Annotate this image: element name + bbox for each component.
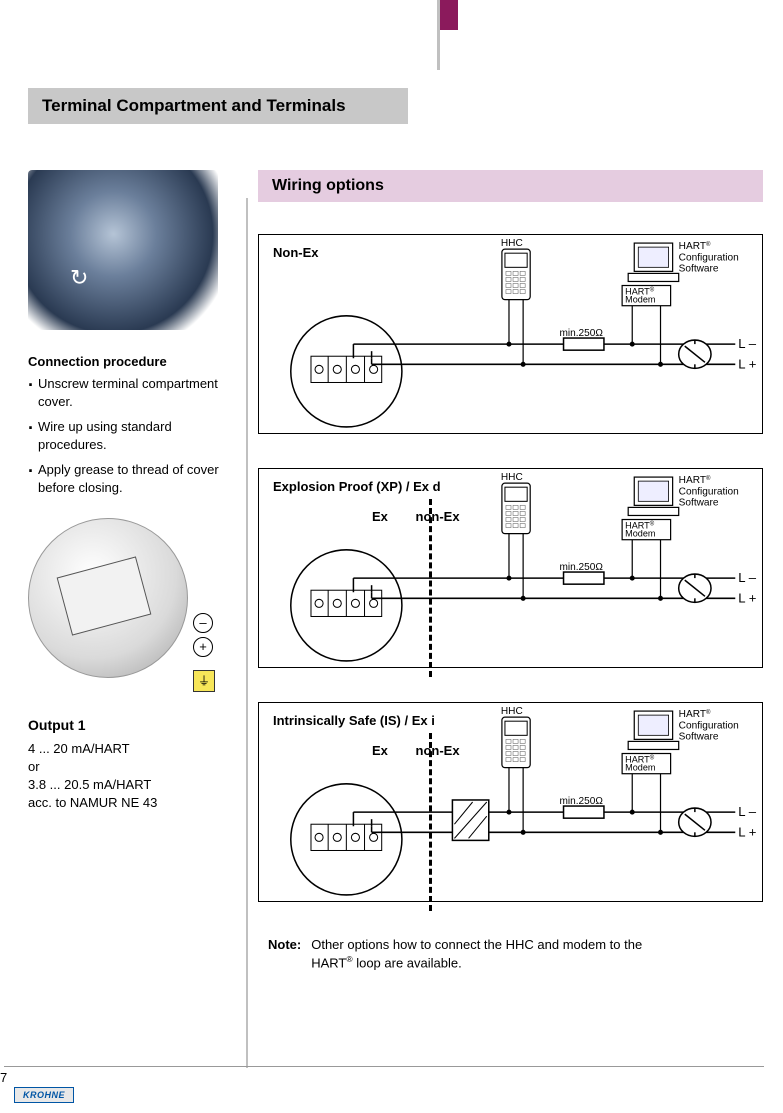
svg-text:L –: L –: [738, 804, 756, 819]
svg-text:Modem: Modem: [625, 295, 655, 305]
step-item: Unscrew terminal compartment cover.: [28, 375, 238, 410]
svg-text:HHC: HHC: [501, 706, 523, 717]
svg-text:min.250Ω: min.250Ω: [559, 328, 603, 339]
terminal-diagram: – + ⏚: [28, 518, 218, 698]
note-block: Note: Other options how to connect the H…: [258, 936, 763, 971]
wiring-diagram-card: Explosion Proof (XP) / Ex dEx non-Exmin.…: [258, 468, 763, 668]
ground-symbol: ⏚: [193, 670, 215, 692]
svg-text:Configuration: Configuration: [679, 486, 739, 497]
footer-rule: [4, 1066, 764, 1067]
connection-procedure-title: Connection procedure: [28, 354, 238, 369]
output-line: 4 ... 20 mA/HART: [28, 740, 238, 758]
section-heading: Terminal Compartment and Terminals: [28, 88, 408, 124]
connection-steps-list: Unscrew terminal compartment cover. Wire…: [28, 375, 238, 496]
output-title: Output 1: [28, 716, 238, 736]
product-photo: [28, 170, 218, 330]
plus-symbol: +: [193, 637, 213, 657]
svg-text:L +: L +: [738, 590, 756, 605]
svg-text:Modem: Modem: [625, 763, 655, 773]
svg-text:L –: L –: [738, 336, 756, 351]
column-divider: [246, 198, 248, 1068]
wiring-diagram-card: Intrinsically Safe (IS) / Ex iEx non-Exm…: [258, 702, 763, 902]
wiring-diagram-card: Non-Exmin.250ΩHHCHART®ModemHART®Configur…: [258, 234, 763, 434]
svg-text:HART®: HART®: [679, 709, 711, 720]
svg-text:min.250Ω: min.250Ω: [559, 562, 603, 573]
output-spec: Output 1 4 ... 20 mA/HART or 3.8 ... 20.…: [28, 716, 238, 812]
svg-text:HHC: HHC: [501, 238, 523, 249]
svg-text:HHC: HHC: [501, 472, 523, 483]
note-label: Note:: [268, 936, 301, 971]
svg-text:HART®: HART®: [679, 241, 711, 252]
page-number: 7: [0, 1070, 7, 1085]
page-accent-marker: [440, 0, 458, 30]
left-column: Connection procedure Unscrew terminal co…: [28, 170, 238, 813]
minus-symbol: –: [193, 613, 213, 633]
note-text: Other options how to connect the HHC and…: [311, 936, 642, 971]
wiring-options-heading: Wiring options: [258, 170, 763, 202]
step-item: Wire up using standard procedures.: [28, 418, 238, 453]
step-item: Apply grease to thread of cover before c…: [28, 461, 238, 496]
svg-text:min.250Ω: min.250Ω: [559, 796, 603, 807]
svg-text:Configuration: Configuration: [679, 252, 739, 263]
output-line: acc. to NAMUR NE 43: [28, 794, 238, 812]
svg-text:Software: Software: [679, 731, 719, 742]
right-column: Wiring options Non-Exmin.250ΩHHCHART®Mod…: [258, 170, 763, 971]
svg-text:HART®: HART®: [679, 475, 711, 486]
svg-text:Software: Software: [679, 263, 719, 274]
output-line: 3.8 ... 20.5 mA/HART: [28, 776, 238, 794]
svg-text:Modem: Modem: [625, 529, 655, 539]
polarity-symbols: – +: [193, 613, 213, 661]
svg-text:L +: L +: [738, 356, 756, 371]
output-line: or: [28, 758, 238, 776]
svg-text:Configuration: Configuration: [679, 720, 739, 731]
svg-text:Software: Software: [679, 497, 719, 508]
svg-text:L +: L +: [738, 824, 756, 839]
brand-logo: KROHNE: [14, 1087, 74, 1103]
svg-text:L –: L –: [738, 570, 756, 585]
